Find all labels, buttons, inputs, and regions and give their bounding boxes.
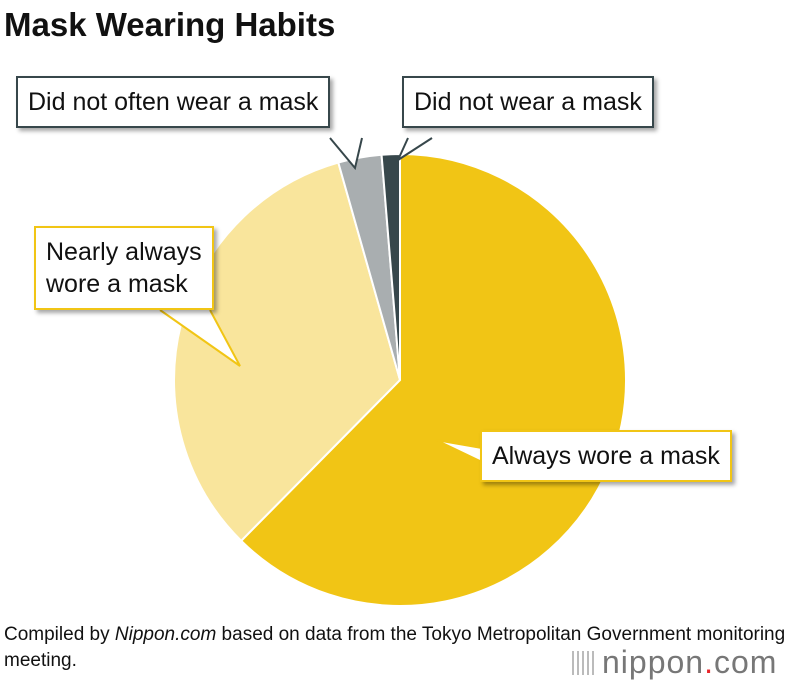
source-site: Nippon.com	[114, 624, 217, 645]
source-suffix: based on data from the Tokyo Metropolita…	[4, 624, 786, 671]
source-note: Compiled by Nippon.com based on data fro…	[4, 622, 800, 674]
source-prefix: Compiled by	[4, 624, 115, 645]
callout-pointer-0	[329, 137, 363, 171]
callout-pointer-2	[159, 309, 241, 367]
logo-bars-icon	[572, 651, 594, 675]
logo-tld: com	[713, 644, 778, 680]
label-nearly-line1: Nearly always	[46, 238, 202, 266]
chart-title: Mask Wearing Habits	[4, 6, 336, 43]
nippon-logo: nippon.com	[572, 644, 777, 681]
logo-name: nippon	[602, 644, 705, 680]
callout-pointer-1	[395, 137, 433, 163]
label-nearly-line2: wore a mask	[46, 270, 188, 298]
callout-pointer-3	[435, 439, 483, 463]
label-did-not-wear: Did not wear a mask	[402, 76, 654, 128]
label-did-not-often: Did not often wear a mask	[16, 76, 331, 128]
logo-dot: .	[704, 644, 714, 680]
label-nearly-always: Nearly always wore a mask	[34, 226, 214, 310]
label-always: Always wore a mask	[480, 430, 732, 482]
